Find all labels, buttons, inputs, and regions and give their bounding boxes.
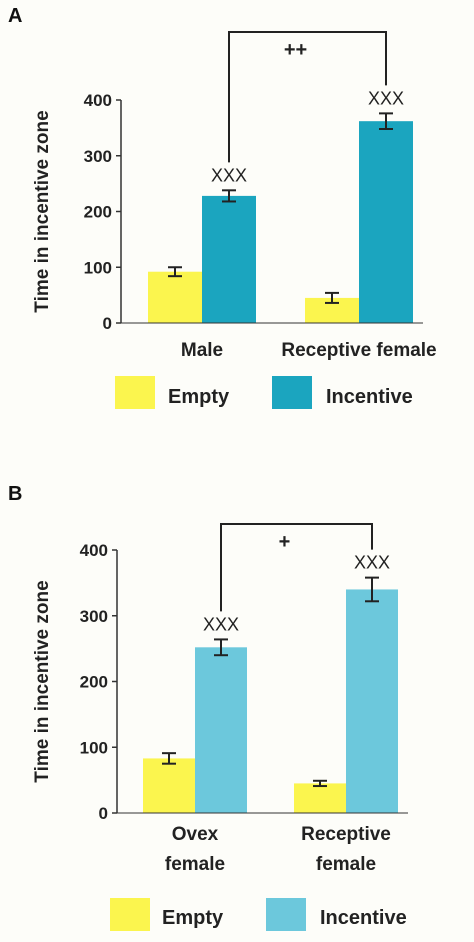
panel-a-comparison-label: ++ xyxy=(284,39,307,61)
panel-a-legend-label-empty: Empty xyxy=(168,386,230,408)
panel-a-y-tick-label: 300 xyxy=(84,147,112,166)
panel-a-category-label: Receptive female xyxy=(281,340,436,361)
panel-a-bar-empty xyxy=(148,271,202,323)
panel-a-y-tick-label: 200 xyxy=(84,203,112,222)
panel-b-category-label: Ovex xyxy=(172,824,219,845)
panel-a-significance-label: XXX xyxy=(211,165,247,185)
panel-a-bar-incentive xyxy=(359,121,413,323)
panel-a-letter: A xyxy=(8,5,22,27)
panel-b-legend-swatch-empty xyxy=(110,898,150,931)
panel-b-significance-label: XXX xyxy=(354,553,390,573)
panel-b-y-tick-label: 300 xyxy=(80,607,108,626)
panel-a-legend-swatch-incentive xyxy=(272,376,312,409)
panel-b-y-tick-label: 100 xyxy=(80,738,108,757)
panel-a-y-tick-label: 100 xyxy=(84,258,112,277)
panel-b-bar-incentive xyxy=(195,647,247,813)
panel-a-y-tick-label: 0 xyxy=(103,314,112,333)
panel-a-comparison-bracket xyxy=(228,31,387,163)
panel-a-legend-swatch-empty xyxy=(115,376,155,409)
panel-a-legend-label-incentive: Incentive xyxy=(326,386,413,408)
panel-b-y-tick-label: 400 xyxy=(80,541,108,560)
panel-b-y-tick-label: 200 xyxy=(80,673,108,692)
panel-b-comparison-bracket xyxy=(220,523,373,612)
panel-b-letter: B xyxy=(8,483,22,505)
panel-b-category-label: female xyxy=(316,854,376,875)
panel-b-bar-incentive xyxy=(346,589,398,813)
panel-b-legend-label-incentive: Incentive xyxy=(320,907,407,929)
panel-b-y-axis-label: Time in incentive zone xyxy=(32,580,53,782)
panel-a-significance-label: XXX xyxy=(368,88,404,108)
panel-b-category-label: Receptive xyxy=(301,824,391,845)
panel-a-bar-incentive xyxy=(202,195,256,323)
panel-b-comparison-label: + xyxy=(279,531,291,553)
panel-b-significance-label: XXX xyxy=(203,614,239,634)
panel-b-bar-empty xyxy=(143,758,195,813)
panel-a-category-label: Male xyxy=(181,340,223,361)
panel-b-legend-label-empty: Empty xyxy=(162,907,224,929)
panel-b-y-tick-label: 0 xyxy=(99,804,108,823)
panel-b-bar-empty xyxy=(294,783,346,813)
panel-b-legend-swatch-incentive xyxy=(266,898,306,931)
panel-b-category-label: female xyxy=(165,854,225,875)
panel-a-y-axis-label: Time in incentive zone xyxy=(32,110,53,312)
panel-a-y-tick-label: 400 xyxy=(84,91,112,110)
